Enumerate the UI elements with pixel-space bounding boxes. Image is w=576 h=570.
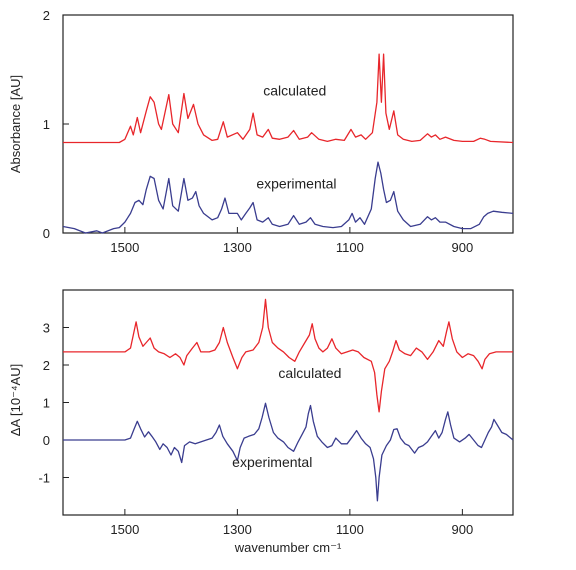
experimental-trace xyxy=(62,161,514,234)
annotation-group: calculated experimental xyxy=(256,83,336,192)
tick-group: 1500 1300 1100 900 0 1 2 xyxy=(43,8,473,255)
series-annotation: calculated xyxy=(278,365,341,381)
y-axis-title: Absorbance [AU] xyxy=(8,75,23,173)
series-group xyxy=(62,53,514,234)
x-tick-label: 900 xyxy=(452,522,474,537)
x-tick-label: 1300 xyxy=(223,522,252,537)
x-tick-label: 1300 xyxy=(223,240,252,255)
series-group xyxy=(63,298,514,502)
calculated-trace xyxy=(63,298,513,413)
y-tick-label: 1 xyxy=(43,396,50,411)
y-tick-label: 2 xyxy=(43,358,50,373)
annotation-group: calculated experimental xyxy=(232,365,341,470)
calculated-trace xyxy=(63,53,514,144)
y-tick-label: 2 xyxy=(43,8,50,23)
x-tick-label: 1500 xyxy=(110,240,139,255)
tick-group: 1500 1300 1100 900 -1 0 1 2 3 xyxy=(38,321,473,538)
y-tick-label: 1 xyxy=(43,117,50,132)
series-annotation: experimental xyxy=(232,454,312,470)
y-axis-title: ΔA [10⁻⁴AU] xyxy=(8,364,23,436)
series-annotation: calculated xyxy=(263,83,326,99)
y-tick-label: 0 xyxy=(43,226,50,241)
y-tick-label: 0 xyxy=(43,433,50,448)
delta-absorbance-panel: ΔA [10⁻⁴AU] wavenumber cm⁻¹ 1500 1300 1100… xyxy=(8,289,514,555)
x-tick-label: 1100 xyxy=(336,522,364,537)
plot-frame xyxy=(62,289,514,516)
absorbance-panel: Absorbance [AU] 1500 1300 1100 900 0 1 2 calcu… xyxy=(8,8,514,255)
y-tick-label: 3 xyxy=(43,321,50,336)
experimental-trace xyxy=(63,402,514,502)
y-tick-label: -1 xyxy=(38,471,50,486)
x-tick-label: 1500 xyxy=(110,522,139,537)
x-axis-title: wavenumber cm⁻¹ xyxy=(234,540,342,555)
x-tick-label: 1100 xyxy=(336,240,364,255)
x-tick-label: 900 xyxy=(452,240,474,255)
plot-frame xyxy=(62,14,514,234)
series-annotation: experimental xyxy=(256,175,336,191)
